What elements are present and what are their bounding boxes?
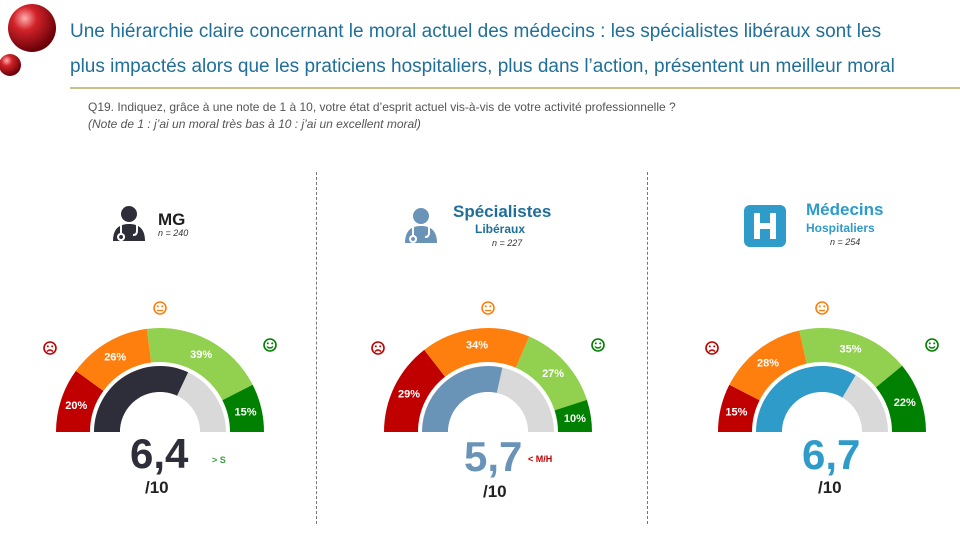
title-underline — [70, 87, 960, 89]
gauge-panel-hospitaliers: Médecins Hospitaliers n = 254 15% 28% 35% 2… — [692, 190, 960, 530]
gauge-center — [120, 392, 200, 432]
segment-percent-label: 22% — [894, 397, 916, 409]
gauge-center — [782, 392, 862, 432]
title-line-1: Une hiérarchie claire concernant le mora… — [70, 21, 882, 42]
gauge-segment-4-6 — [424, 328, 530, 377]
group-title: Spécialistes — [453, 202, 552, 221]
sample-size: n = 240 — [158, 228, 189, 238]
panel-divider-1 — [316, 172, 317, 524]
mean-score: 5,7 — [464, 433, 523, 480]
segment-percent-label: 20% — [65, 400, 87, 412]
group-subtitle: Hospitaliers — [806, 221, 875, 235]
gauge-panel-mg: MG n = 240 20% 26% 39% 15% 6,4 > S /10 — [30, 190, 320, 530]
segment-percent-label: 15% — [235, 406, 257, 418]
hospital-h-icon — [744, 205, 786, 247]
question-note: (Note de 1 : j’ai un moral très bas à 10… — [88, 117, 421, 131]
neutral-face-icon — [153, 301, 167, 315]
segment-percent-label: 28% — [757, 357, 779, 369]
gauge-segment-7-8 — [515, 336, 587, 411]
segment-percent-label: 35% — [839, 344, 861, 356]
slide-title: Une hiérarchie claire concernant le mora… — [70, 14, 960, 84]
score-arc — [422, 366, 503, 432]
neutral-face-icon — [815, 301, 829, 315]
gauge-segment-1-3 — [384, 349, 446, 432]
score-scale: /10 — [818, 478, 842, 497]
segment-percent-label: 39% — [190, 349, 212, 361]
gauge-segment-1-3 — [56, 370, 104, 432]
segment-percent-label: 26% — [104, 351, 126, 363]
gauge-chart-hospitaliers: 15% 28% 35% 22% — [705, 301, 939, 432]
gauge-panel-specialistes: Spécialistes Libéraux n = 227 29% 34% 27% 1… — [358, 190, 648, 530]
gauge-segment-9-10 — [554, 399, 592, 432]
segment-percent-label: 34% — [466, 340, 488, 352]
sad-face-icon — [705, 341, 719, 355]
gauge-segment-7-8 — [146, 328, 253, 401]
significance-note: > S — [212, 455, 226, 465]
score-arc — [94, 366, 189, 432]
group-title: Médecins — [806, 200, 884, 219]
doctor-icon — [113, 206, 145, 241]
gauge-segment-4-6 — [75, 328, 152, 391]
mean-score: 6,7 — [802, 431, 861, 478]
question-block: Q19. Indiquez, grâce à une note de 1 à 1… — [88, 99, 676, 133]
doctor-icon — [405, 208, 437, 243]
score-scale: /10 — [483, 482, 507, 501]
sad-face-icon — [371, 341, 385, 355]
gauge-segment-1-3 — [718, 384, 760, 432]
group-subtitle: Libéraux — [475, 222, 526, 236]
gauge-segment-9-10 — [222, 384, 264, 432]
significance-note: < M/H — [528, 454, 553, 464]
segment-percent-label: 29% — [398, 388, 420, 400]
gauge-chart-mg: 20% 26% 39% 15% — [43, 301, 277, 432]
red-sphere-logo — [0, 4, 56, 76]
gauge-segment-7-8 — [799, 328, 903, 388]
gauge-segment-9-10 — [875, 365, 926, 432]
sample-size: n = 227 — [492, 238, 523, 248]
gauge-segment-4-6 — [729, 330, 807, 401]
score-arc — [756, 366, 856, 432]
segment-percent-label: 15% — [725, 406, 747, 418]
happy-face-icon — [263, 338, 277, 352]
happy-face-icon — [591, 338, 605, 352]
sad-face-icon — [43, 341, 57, 355]
question-text: Q19. Indiquez, grâce à une note de 1 à 1… — [88, 100, 676, 114]
score-scale: /10 — [145, 478, 169, 497]
group-title: MG — [158, 210, 186, 229]
neutral-face-icon — [481, 301, 495, 315]
happy-face-icon — [925, 338, 939, 352]
gauge-center — [448, 392, 528, 432]
segment-percent-label: 27% — [542, 368, 564, 380]
panel-divider-2 — [647, 172, 648, 524]
segment-percent-label: 10% — [564, 413, 586, 425]
sample-size: n = 254 — [830, 237, 861, 247]
gauge-chart-specialistes: 29% 34% 27% 10% — [371, 301, 605, 432]
title-line-2: plus impactés alors que les praticiens h… — [70, 56, 895, 77]
mean-score: 6,4 — [130, 430, 189, 477]
